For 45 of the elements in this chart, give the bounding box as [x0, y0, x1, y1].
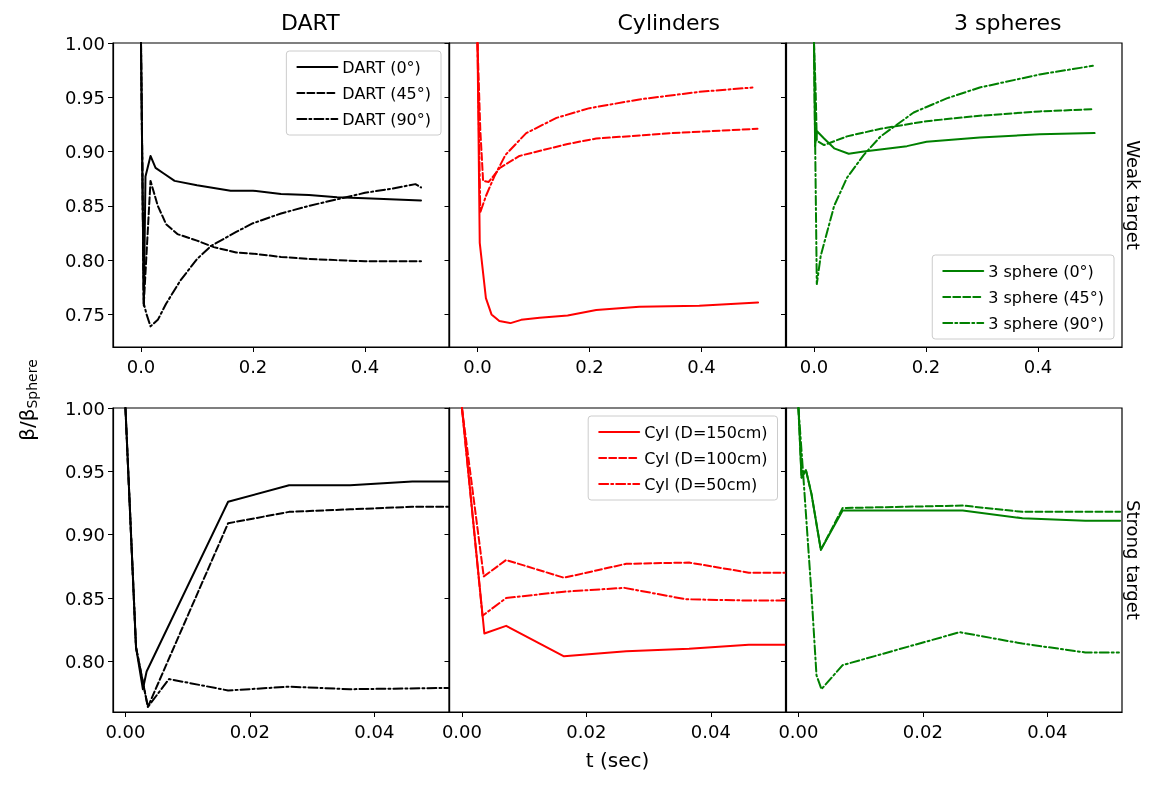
chart-title: Cylinders	[617, 9, 721, 35]
y-tick-label: 0.95	[64, 86, 105, 108]
legend-label: 3 sphere (0°)	[988, 261, 1094, 281]
x-tick-label: 0.04	[1027, 720, 1068, 742]
y-tick-label: 0.85	[64, 195, 105, 217]
legend-label: 3 sphere (90°)	[988, 313, 1105, 333]
y-tick-label: 0.75	[64, 303, 105, 325]
x-tick-label: 0.02	[566, 720, 607, 742]
chart-title: DART	[281, 9, 341, 35]
x-tick-label: 0.02	[902, 720, 943, 742]
chart-title: 3 spheres	[954, 9, 1062, 35]
legend-label: Cyl (D=100cm)	[644, 448, 768, 468]
y-tick-label: 1.00	[64, 397, 105, 419]
x-tick-label: 0.04	[690, 720, 731, 742]
y-tick-label: 0.80	[64, 249, 105, 271]
y-tick-label: 0.95	[64, 460, 105, 482]
legend-label: Cyl (D=50cm)	[644, 474, 758, 494]
x-tick-label: 0.0	[799, 355, 829, 377]
y2-axis-title: Strong target	[1122, 500, 1144, 620]
y2-axis-title: Weak target	[1122, 140, 1144, 250]
y-tick-label: 0.90	[64, 141, 105, 163]
legend-label: 3 sphere (45°)	[988, 287, 1105, 307]
x-tick-label: 0.00	[105, 720, 146, 742]
x-tick-label: 0.00	[778, 720, 819, 742]
x-tick-label: 0.2	[575, 355, 604, 377]
legend-label: Cyl (D=150cm)	[644, 422, 768, 442]
y-tick-label: 1.00	[64, 32, 105, 54]
y-tick-label: 0.80	[64, 650, 105, 672]
x-tick-label: 0.0	[126, 355, 156, 377]
y-tick-label: 0.85	[64, 587, 105, 609]
legend-label: DART (90°)	[342, 109, 431, 129]
x-tick-label: 0.02	[229, 720, 270, 742]
x-tick-label: 0.2	[238, 355, 268, 377]
legend-label: DART (0°)	[342, 57, 421, 77]
x-tick-label: 0.4	[1023, 355, 1053, 377]
y-tick-label: 0.90	[64, 524, 105, 546]
x-tick-label: 0.4	[687, 355, 716, 377]
x-tick-label: 0.04	[354, 720, 395, 742]
legend-label: DART (45°)	[342, 83, 431, 103]
y-axis-title: β/βSphere	[15, 359, 40, 441]
x-tick-label: 0.2	[911, 355, 941, 377]
x-axis-title: t (sec)	[585, 748, 650, 772]
x-tick-label: 0.0	[463, 355, 492, 377]
x-tick-label: 0.4	[350, 355, 380, 377]
x-tick-label: 0.00	[441, 720, 482, 742]
